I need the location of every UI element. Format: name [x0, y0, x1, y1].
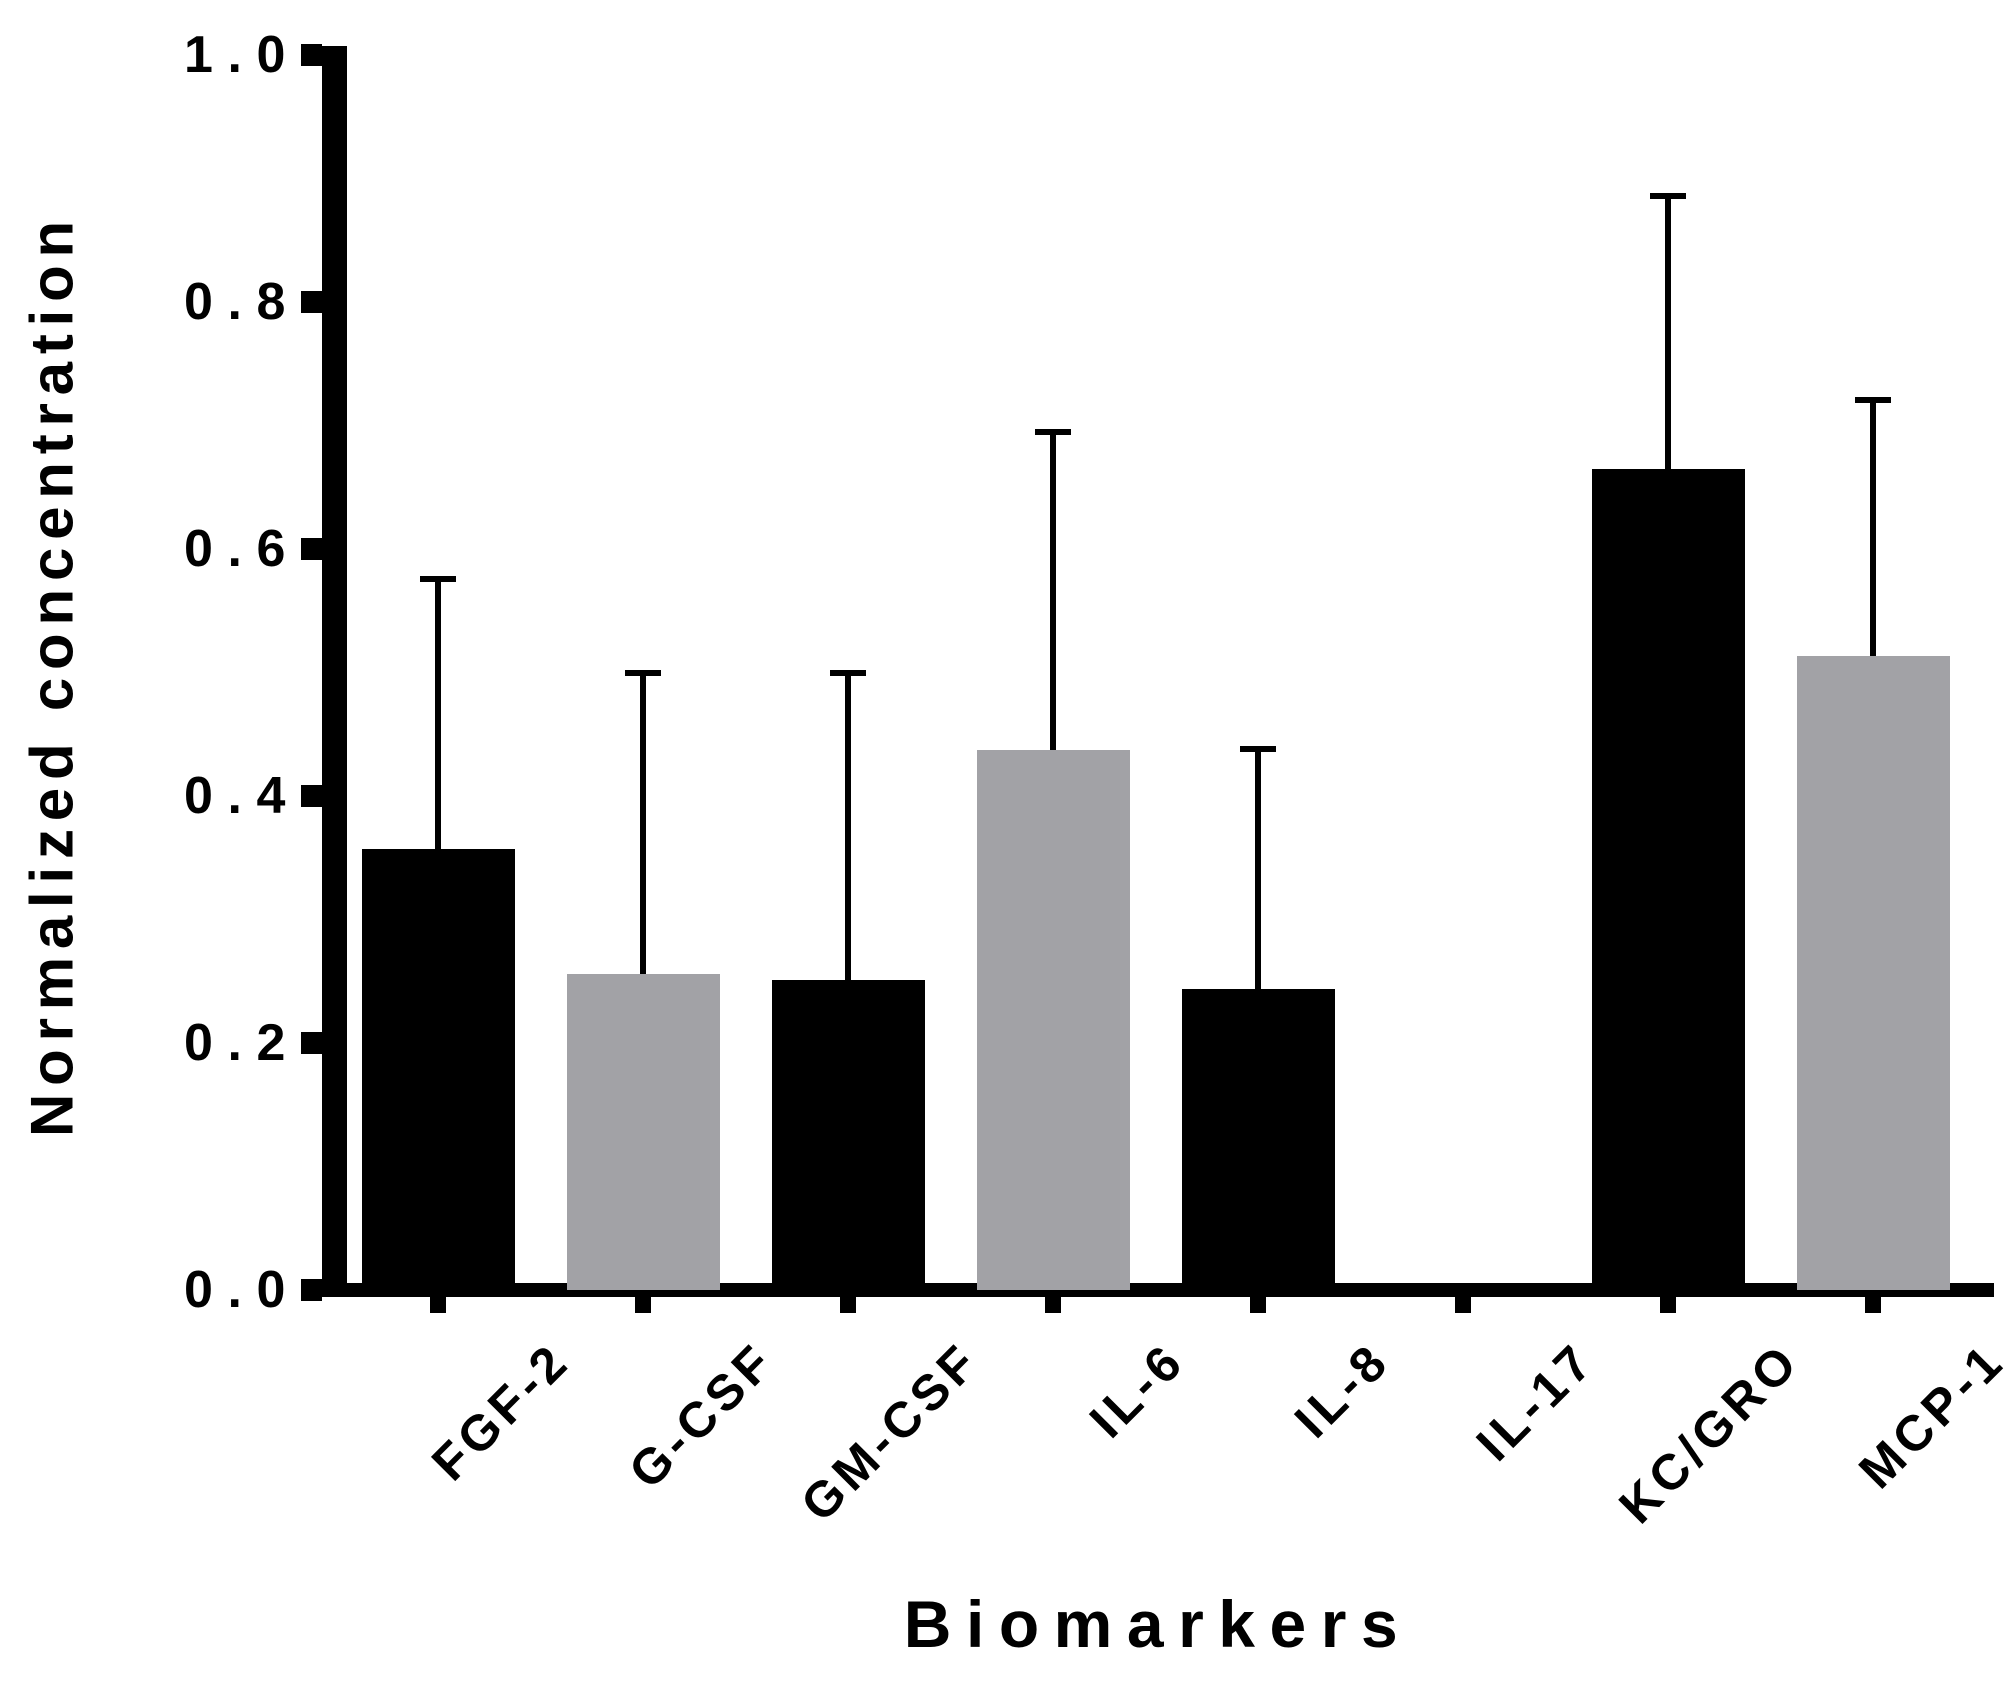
y-tick-label-0.8: 0.8 — [184, 273, 300, 331]
x-tick-fgf-2 — [430, 1297, 446, 1313]
y-tick-label-1.0: 1.0 — [184, 26, 300, 84]
x-tick-il-8 — [1250, 1297, 1266, 1313]
x-axis-line — [322, 1283, 1994, 1297]
y-tick-label-0.0: 0.0 — [184, 1261, 300, 1319]
x-tick-gm-csf — [840, 1297, 856, 1313]
y-axis-title: Normalized concentration — [18, 213, 86, 1138]
y-axis-line — [322, 46, 347, 1297]
y-tick-label-0.4: 0.4 — [184, 767, 300, 825]
error-bar-gm-csf — [845, 672, 851, 980]
x-tick-g-csf — [635, 1297, 651, 1313]
error-bar-g-csf — [640, 672, 646, 974]
error-cap-il-8 — [1240, 746, 1276, 753]
x-tick-il-6 — [1045, 1297, 1061, 1313]
error-cap-il-6 — [1035, 428, 1071, 435]
error-cap-kc-gro — [1650, 192, 1686, 199]
y-tick-0.4 — [301, 785, 322, 807]
y-tick-0.2 — [301, 1032, 322, 1054]
x-tick-mcp-1 — [1865, 1297, 1881, 1313]
y-tick-label-0.2: 0.2 — [184, 1014, 300, 1072]
y-tick-label-0.6: 0.6 — [184, 520, 300, 578]
y-tick-1.0 — [301, 44, 322, 66]
y-tick-0.6 — [301, 538, 322, 560]
x-tick-il-17 — [1455, 1297, 1471, 1313]
error-bar-il-8 — [1255, 749, 1261, 989]
bar-il-6 — [976, 750, 1130, 1290]
error-bar-mcp-1 — [1870, 399, 1876, 657]
x-tick-kc-gro — [1660, 1297, 1676, 1313]
x-axis-title: Biomarkers — [903, 1587, 1413, 1661]
error-cap-fgf-2 — [420, 575, 456, 582]
error-bar-fgf-2 — [435, 578, 441, 850]
error-bar-kc-gro — [1665, 195, 1671, 469]
bar-kc-gro — [1591, 468, 1745, 1290]
error-cap-mcp-1 — [1855, 396, 1891, 403]
bar-gm-csf — [771, 980, 925, 1290]
bar-mcp-1 — [1796, 656, 1950, 1290]
error-cap-gm-csf — [830, 669, 866, 676]
bar-fgf-2 — [361, 849, 515, 1290]
error-cap-g-csf — [625, 669, 661, 676]
bar-il-8 — [1181, 988, 1335, 1290]
error-bar-il-6 — [1050, 431, 1056, 751]
y-tick-0.8 — [301, 291, 322, 313]
y-tick-0.0 — [301, 1279, 322, 1301]
bar-g-csf — [566, 973, 720, 1290]
